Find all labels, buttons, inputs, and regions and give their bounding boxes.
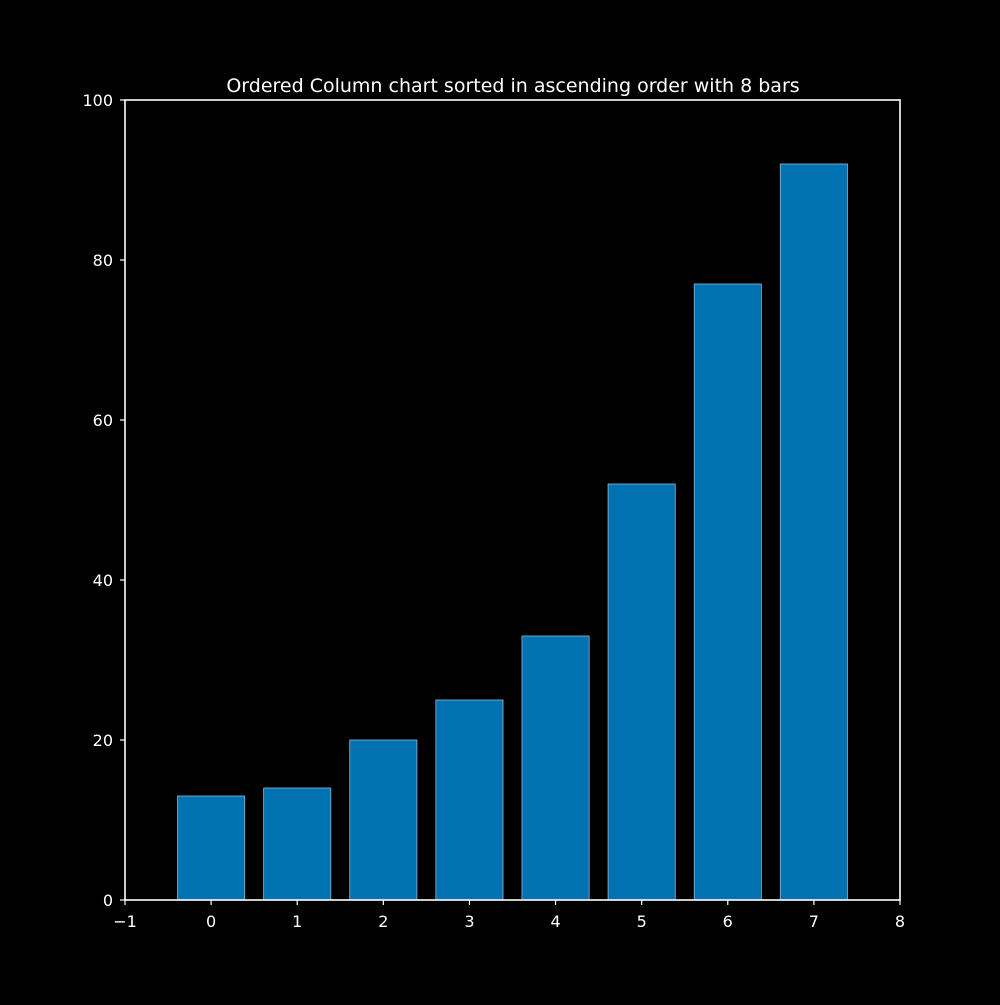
x-axis-ticks: −1 0 1 2 3 4 5 6 7 8 [113,900,905,931]
y-axis-ticks: 0 20 40 60 80 100 [82,91,125,910]
x-tick-label: 1 [292,912,302,931]
y-tick-label: 20 [93,731,113,750]
bar-1 [263,787,332,901]
x-tick-label: 4 [550,912,560,931]
bar-7 [779,163,848,901]
x-tick-label: 7 [809,912,819,931]
x-tick-label: 5 [637,912,647,931]
bar-2 [349,739,418,901]
x-tick-label: 2 [378,912,388,931]
y-tick-label: 40 [93,571,113,590]
bar-4 [521,635,590,901]
y-tick-label: 100 [82,91,113,110]
bar-6 [693,283,762,901]
y-tick-label: 80 [93,251,113,270]
bar-0 [177,795,246,901]
x-tick-label: 0 [206,912,216,931]
bar-5 [607,483,676,901]
plot-frame [124,99,901,901]
y-tick-label: 60 [93,411,113,430]
chart-title: Ordered Column chart sorted in ascending… [226,75,799,97]
x-tick-label: 6 [723,912,733,931]
x-tick-label: 8 [895,912,905,931]
bars-group [177,163,848,901]
x-tick-label: 3 [464,912,474,931]
x-tick-label: −1 [113,912,137,931]
y-tick-label: 0 [103,891,113,910]
bar-3 [435,699,504,901]
